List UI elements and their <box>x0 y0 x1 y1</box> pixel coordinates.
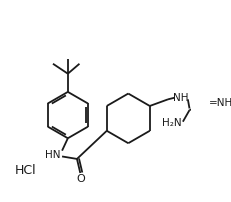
Text: O: O <box>76 174 85 184</box>
Text: H₂N: H₂N <box>162 118 181 128</box>
Text: NH: NH <box>173 93 189 103</box>
Text: HCl: HCl <box>15 164 36 177</box>
Text: HN: HN <box>45 150 61 160</box>
Text: =NH: =NH <box>209 99 231 108</box>
